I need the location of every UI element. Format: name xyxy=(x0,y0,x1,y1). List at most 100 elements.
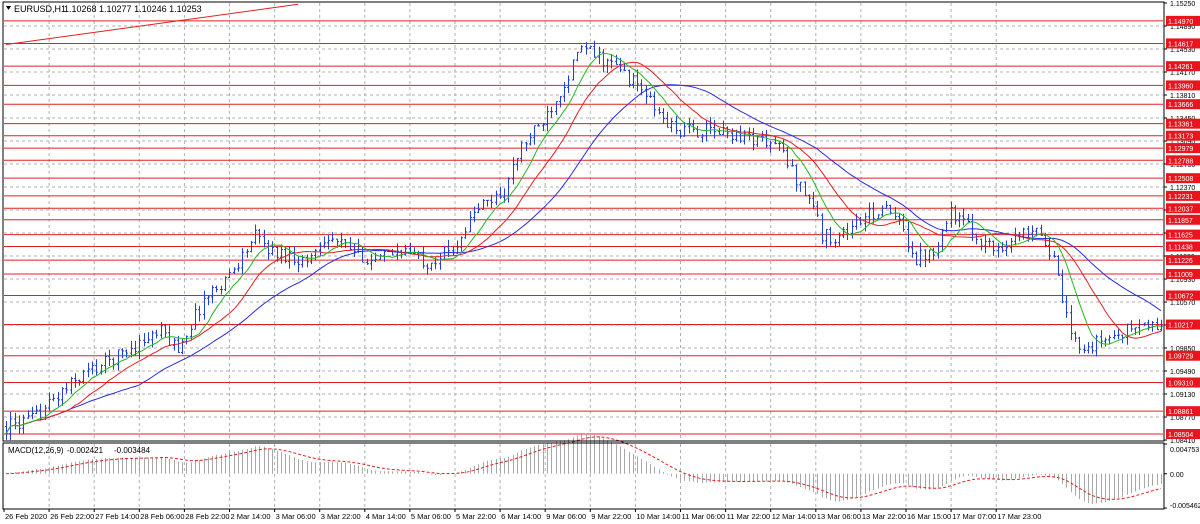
time-axis[interactable]: 26 Feb 2020 26 Feb 22:00 27 Feb 14:00 28 Fe… xyxy=(3,509,1041,521)
level-badge xyxy=(1166,61,1200,72)
price-tick-label: 1.08770 xyxy=(1170,415,1195,422)
level-badge-label: 1.08504 xyxy=(1168,432,1193,439)
level-badge xyxy=(1166,241,1200,252)
level-badge xyxy=(1166,350,1200,361)
price-tick-label: 1.12370 xyxy=(1170,185,1195,192)
level-badge xyxy=(1166,406,1200,417)
time-tick-label: 2 Mar 14:00 xyxy=(231,512,271,521)
time-tick-label: 17 Mar 07:00 xyxy=(952,512,996,521)
price-tick-label: 1.09130 xyxy=(1170,392,1195,399)
time-tick-label: 26 Feb 2020 xyxy=(5,512,47,521)
level-badge-label: 1.13361 xyxy=(1168,122,1193,129)
level-badge-label: 1.12508 xyxy=(1168,176,1193,183)
vertical-gridlines xyxy=(48,3,997,508)
ohlc-readout: 1.10268 1.10277 1.10246 1.10253 xyxy=(64,4,202,14)
time-tick-label: 4 Mar 14:00 xyxy=(366,512,406,521)
level-badge xyxy=(1166,99,1200,110)
macd-label: MACD(12,26,9) xyxy=(8,446,64,455)
level-badge xyxy=(1166,268,1200,279)
level-badge xyxy=(1166,155,1200,166)
main-panel-frame xyxy=(2,1,1165,442)
time-tick-label: 10 Mar 14:00 xyxy=(636,512,680,521)
level-badge-label: 1.12231 xyxy=(1168,194,1193,201)
symbol-label: EURUSD,H1 xyxy=(14,4,66,14)
price-tick-label: 1.09850 xyxy=(1170,346,1195,353)
time-tick-label: 5 Mar 22:00 xyxy=(456,512,496,521)
level-badge xyxy=(1166,143,1200,154)
macd-header: MACD(12,26,9) -0.002421 -0.003484 xyxy=(8,446,151,455)
level-badge-label: 1.11226 xyxy=(1168,258,1193,265)
time-tick-label: 6 Mar 14:00 xyxy=(501,512,541,521)
macd-tick-label: -0.005462 xyxy=(1170,503,1200,510)
level-badge xyxy=(1166,428,1200,439)
level-badge xyxy=(1166,173,1200,184)
level-badge-label: 1.10217 xyxy=(1168,323,1193,330)
level-badge xyxy=(1166,118,1200,129)
price-tick-label: 1.14530 xyxy=(1170,47,1195,54)
time-tick-label: 5 Mar 06:00 xyxy=(411,512,451,521)
level-badge-label: 1.11438 xyxy=(1168,245,1193,252)
level-badge-label: 1.13666 xyxy=(1168,102,1193,109)
time-tick-label: 16 Mar 15:00 xyxy=(907,512,951,521)
macd-tick-label: 0.00 xyxy=(1170,472,1184,479)
moving-average-slow xyxy=(5,84,1162,434)
macd-value: -0.002421 xyxy=(67,446,104,455)
level-badge xyxy=(1166,229,1200,240)
dropdown-arrow-icon[interactable] xyxy=(6,6,11,10)
time-tick-label: 28 Feb 06:00 xyxy=(140,512,184,521)
level-badge-label: 1.08861 xyxy=(1168,409,1193,416)
level-badge-label: 1.11009 xyxy=(1168,272,1193,279)
price-tick-label: 1.08410 xyxy=(1170,438,1195,445)
time-tick-label: 13 Mar 06:00 xyxy=(817,512,861,521)
price-tick-label: 1.15250 xyxy=(1170,1,1195,8)
level-badge-label: 1.12037 xyxy=(1168,206,1193,213)
level-badge xyxy=(1166,377,1200,388)
price-tick-label: 1.10570 xyxy=(1170,300,1195,307)
level-badge-label: 1.13173 xyxy=(1168,134,1193,141)
price-tick-label: 1.09490 xyxy=(1170,369,1195,376)
level-badge xyxy=(1166,38,1200,49)
level-badge-label: 1.10672 xyxy=(1168,293,1193,300)
time-tick-label: 3 Mar 22:00 xyxy=(321,512,361,521)
price-tick-label: 1.13810 xyxy=(1170,93,1195,100)
time-tick-label: 9 Mar 06:00 xyxy=(546,512,586,521)
moving-average-fast xyxy=(5,53,1161,434)
level-badge-label: 1.13960 xyxy=(1168,83,1193,90)
price-tick-label: 1.12730 xyxy=(1170,162,1195,169)
level-badge-label: 1.14617 xyxy=(1168,41,1193,48)
support-resistance-levels[interactable] xyxy=(4,20,1163,435)
level-badge xyxy=(1166,80,1200,91)
moving-average-mid xyxy=(5,61,1162,434)
level-badge xyxy=(1166,130,1200,141)
level-badge-label: 1.14261 xyxy=(1168,64,1193,71)
time-tick-label: 9 Mar 22:00 xyxy=(591,512,631,521)
level-badge-label: 1.12788 xyxy=(1168,158,1193,165)
macd-signal-value: -0.003484 xyxy=(114,446,151,455)
price-tick-label: 1.14890 xyxy=(1170,24,1195,31)
macd-tick-label: 0.004753 xyxy=(1170,447,1199,454)
level-badge-label: 1.11857 xyxy=(1168,218,1193,225)
level-badge-label: 1.09310 xyxy=(1168,381,1193,388)
level-badge xyxy=(1166,290,1200,301)
price-tick-label: 1.13090 xyxy=(1170,139,1195,146)
time-tick-label: 17 Mar 23:00 xyxy=(997,512,1041,521)
time-tick-label: 12 Mar 14:00 xyxy=(772,512,816,521)
symbol-header: EURUSD,H1 1.10268 1.10277 1.10246 1.1025… xyxy=(6,4,202,14)
time-tick-label: 13 Mar 22:00 xyxy=(862,512,906,521)
time-tick-label: 11 Mar 06:00 xyxy=(682,512,726,521)
macd-histogram xyxy=(10,433,1162,504)
trendline[interactable] xyxy=(6,3,299,46)
level-badge xyxy=(1166,190,1200,201)
level-badge xyxy=(1166,319,1200,330)
macd-panel-frame xyxy=(2,442,1165,510)
level-badge xyxy=(1166,203,1200,214)
level-price-badges: 1.14970 1.14617 1.14261 1.13960 1.13666 1.133… xyxy=(1166,15,1200,439)
level-badge xyxy=(1166,255,1200,266)
macd-axis: 0.004753 0.00 -0.005462 xyxy=(1164,443,1200,510)
level-badge-label: 1.12979 xyxy=(1168,146,1193,153)
time-tick-label: 3 Mar 06:00 xyxy=(276,512,316,521)
level-badge-label: 1.11625 xyxy=(1168,233,1193,240)
time-tick-label: 28 Feb 22:00 xyxy=(185,512,229,521)
level-badge xyxy=(1166,214,1200,225)
